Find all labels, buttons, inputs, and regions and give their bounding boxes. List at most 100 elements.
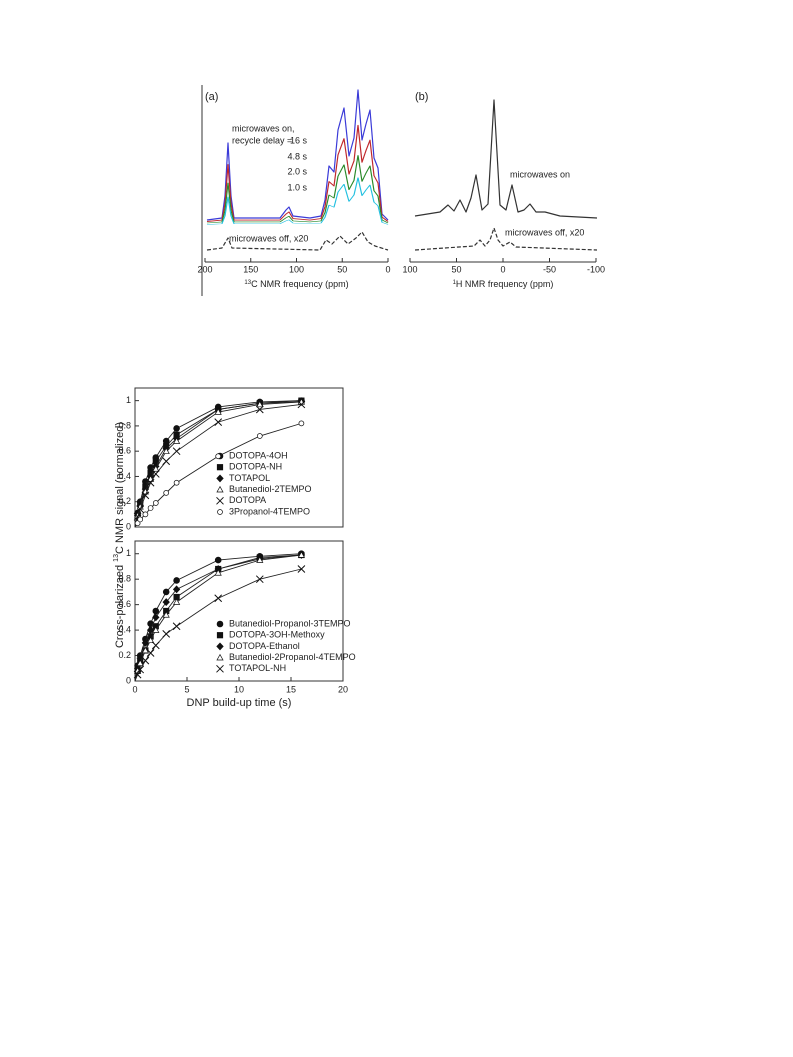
point (152, 613, 160, 622)
x-tick-label: 100 (402, 264, 417, 274)
point (151, 470, 160, 478)
point (172, 447, 181, 456)
y-tick-label: 0.4 (118, 471, 131, 481)
legend-marker (216, 664, 224, 673)
legend-marker (216, 642, 224, 651)
point (173, 479, 180, 486)
x-tick-label: 15 (286, 684, 296, 694)
x-tick-label: 0 (385, 264, 390, 274)
axis-label: Cross-polarizaed (114, 562, 126, 648)
x-tick-label: -100 (587, 264, 605, 274)
y-axis-label: Cross-polarizaed 13C NMR signal (normali… (113, 422, 126, 648)
point (214, 569, 222, 576)
legend-marker (216, 474, 224, 483)
point (214, 418, 223, 426)
x-tick-label: 0 (500, 264, 505, 274)
legend-marker (216, 496, 224, 505)
x-tick-label: 100 (289, 264, 304, 274)
legend-label: 3Propanol-4TEMPO (229, 506, 310, 516)
point (141, 656, 150, 665)
point (256, 400, 264, 408)
point (297, 400, 306, 409)
point (297, 551, 305, 558)
legend-label: DOTOPA (229, 495, 266, 505)
x-tick-label: 0 (132, 684, 137, 694)
point (162, 447, 170, 454)
point (152, 500, 159, 506)
y-tick-label: 0.6 (118, 599, 131, 609)
legend-marker (216, 485, 224, 493)
superscript: 1 (453, 280, 457, 286)
point (141, 491, 150, 500)
point (214, 556, 222, 564)
legend-marker (217, 509, 223, 515)
point (173, 425, 180, 432)
point (152, 626, 160, 633)
panel-tag: (b) (415, 91, 428, 103)
axis-label: C NMR signal (normalized) (114, 422, 126, 554)
x-axis-label: 1H NMR frequency (ppm) (453, 279, 554, 289)
spectrum-off (414, 227, 598, 251)
point (172, 585, 181, 594)
legend-marker (216, 653, 224, 661)
point (136, 665, 145, 674)
x-tick-label: 5 (184, 684, 189, 694)
point (146, 478, 155, 487)
point (136, 659, 144, 666)
delay-label: 16 s (290, 135, 308, 145)
spectrum (206, 155, 389, 224)
label: microwaves on (510, 169, 570, 179)
panel-tag: (a) (205, 91, 218, 103)
point (173, 577, 180, 584)
y-tick-label: 0.2 (118, 496, 131, 506)
y-tick-label: 0 (126, 521, 131, 531)
spectrum (206, 177, 389, 225)
legend-label: Butanediol-2TEMPO (229, 484, 312, 494)
x-tick-label: 200 (197, 264, 212, 274)
y-tick-label: 0.6 (118, 446, 131, 456)
legend-label: DOTOPA-NH (229, 462, 282, 472)
delay-label: 4.8 s (287, 151, 307, 161)
point (162, 588, 170, 596)
legend-label: Butanediol-Propanol-3TEMPO (229, 618, 351, 628)
point (142, 511, 149, 518)
legend-label: DOTOPA-4OH (229, 450, 288, 460)
x-tick-label: 20 (338, 684, 348, 694)
delay-label: 2.0 s (287, 166, 307, 176)
plot-frame (134, 387, 344, 528)
y-tick-label: 0.4 (118, 624, 131, 634)
spectrum (206, 124, 389, 222)
point (214, 594, 223, 603)
delay-label: 1.0 s (287, 182, 307, 192)
y-tick-label: 0.2 (118, 650, 131, 660)
legend-marker (216, 464, 224, 471)
y-tick-label: 1 (126, 395, 131, 405)
legend-label: TOTAPOL-NH (229, 663, 286, 673)
point (297, 565, 306, 573)
point (152, 607, 160, 615)
y-tick-label: 0 (126, 675, 131, 685)
label: recycle delay = (232, 135, 292, 145)
x-tick-label: 10 (234, 684, 244, 694)
x-tick-label: 150 (243, 264, 258, 274)
point (298, 420, 305, 427)
y-tick-label: 1 (126, 548, 131, 558)
point (134, 520, 141, 527)
point (162, 611, 170, 618)
y-tick-label: 0.8 (118, 574, 131, 584)
point (151, 641, 160, 650)
point (146, 649, 155, 657)
spectrum (206, 89, 389, 221)
axis-label: H NMR frequency (ppm) (456, 279, 554, 289)
superscript: 13 (113, 554, 120, 562)
point (137, 516, 144, 523)
point (255, 405, 264, 414)
point (163, 490, 170, 496)
x-tick-label: 50 (337, 264, 347, 274)
label: microwaves on, (232, 123, 295, 133)
legend-label: DOTOPA-3OH-Methoxy (229, 630, 325, 640)
point (146, 626, 155, 635)
x-axis-label: DNP build-up time (s) (187, 697, 292, 709)
x-tick-label: 50 (451, 264, 461, 274)
point (162, 630, 171, 638)
